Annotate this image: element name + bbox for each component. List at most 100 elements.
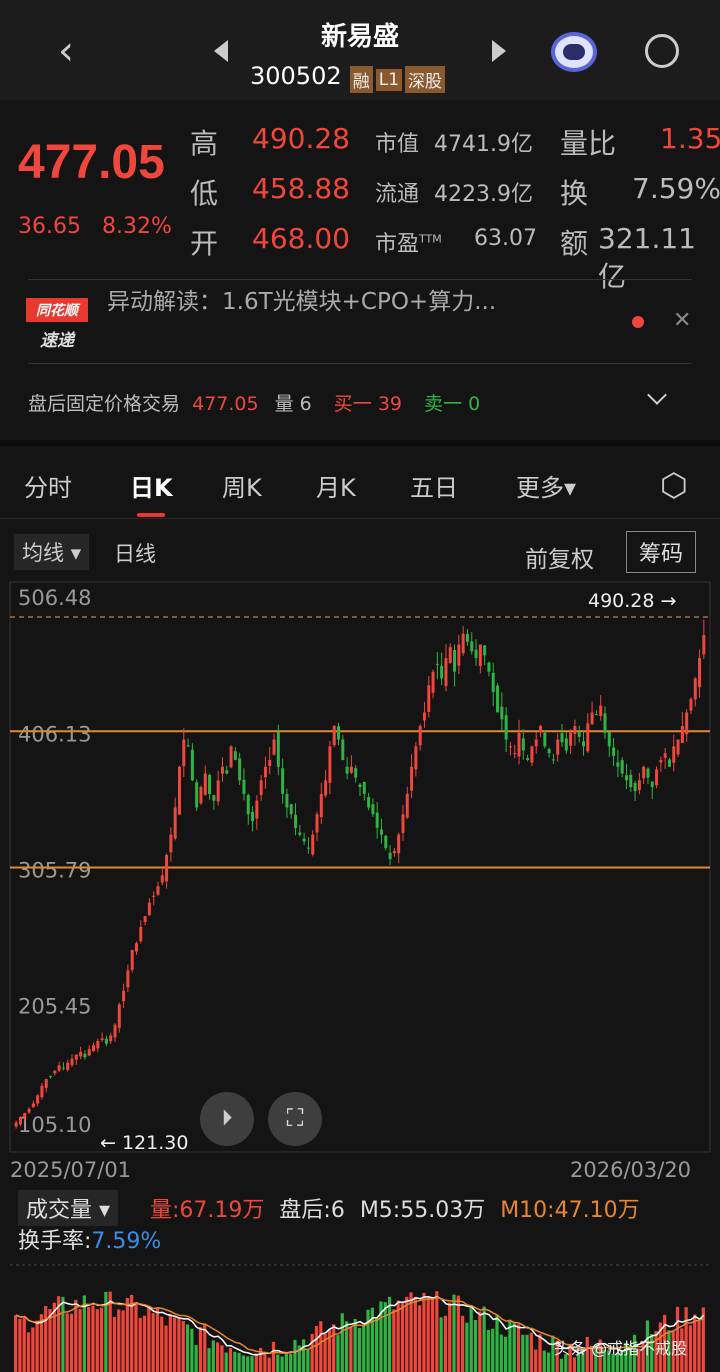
candle-body (474, 649, 478, 659)
adjust-button[interactable]: 前复权 (525, 547, 594, 573)
high-value: 490.28 (252, 122, 350, 155)
tab-five-day[interactable]: 五日 (410, 474, 458, 502)
chevron-down-icon[interactable] (647, 385, 667, 405)
volume-bar (693, 1314, 697, 1372)
volume-bar (418, 1305, 422, 1372)
candle-body (173, 807, 177, 839)
period-label[interactable]: 日线 (114, 542, 156, 566)
volume-bar (559, 1358, 564, 1372)
volume-bar (211, 1340, 215, 1372)
next-stock-icon[interactable] (492, 40, 506, 62)
after-hours-row[interactable]: 盘后固定价格交易 477.05 量 6 买一 39 卖一 0 (28, 393, 481, 415)
volume-bar (254, 1353, 258, 1372)
chips-button[interactable]: 筹码 (626, 531, 697, 573)
volume-bar (289, 1354, 293, 1372)
candle-body (526, 758, 530, 760)
ma-dropdown[interactable]: 均线 ▾ (14, 534, 90, 570)
candle-body (177, 766, 181, 815)
volume-bar (409, 1292, 413, 1372)
volume-bar (611, 1353, 615, 1372)
candle-body (624, 775, 628, 781)
float-cap-label: 流通 (375, 182, 420, 207)
candle-body (504, 715, 508, 740)
volume-bar (56, 1296, 61, 1372)
volume-bar (276, 1354, 280, 1372)
candle-body (672, 746, 676, 763)
volume-bar (413, 1296, 417, 1372)
volume-bar (366, 1309, 370, 1372)
settings-hexagon-icon[interactable]: ⬡ (660, 466, 688, 504)
high-label: 高 (190, 127, 219, 160)
volume-bar (697, 1321, 701, 1372)
candle-body (263, 766, 267, 778)
volume-bar (336, 1335, 340, 1372)
candlestick-chart[interactable]: 506.48 406.13 305.79 205.45 105.10 490.28 → ← … (0, 580, 720, 1155)
volume-bar (74, 1299, 78, 1372)
badge-margin: 融 (349, 66, 373, 93)
robot-assistant-icon[interactable] (551, 32, 597, 72)
candle-body (92, 1045, 96, 1052)
volume-bar (190, 1328, 194, 1372)
volume-bar (482, 1306, 486, 1372)
volume-bar (456, 1295, 460, 1372)
volume-chart[interactable] (0, 1250, 720, 1372)
volume-bar (680, 1328, 684, 1372)
candle-body (311, 834, 315, 855)
volume-bar (323, 1333, 327, 1372)
candle-body (74, 1054, 78, 1060)
candle-body (616, 762, 620, 767)
candle-body (212, 795, 216, 801)
tab-more[interactable]: 更多▾ (516, 474, 577, 502)
price-change: 36.65 (18, 214, 81, 239)
header-bar: ‹ 新易盛 300502 融 L1 深股 (0, 0, 720, 100)
candle-body (612, 747, 616, 756)
candle-body (379, 829, 383, 835)
volume-bar (422, 1292, 426, 1372)
mktcap-label: 市值 (375, 132, 420, 157)
volume-bar (306, 1349, 310, 1372)
volume-bar (250, 1356, 254, 1372)
volume-bar (82, 1295, 86, 1372)
volume-bar (478, 1311, 482, 1372)
candle-body (388, 852, 392, 860)
candle-body (367, 797, 371, 808)
candle-body (478, 644, 482, 666)
tab-daily-k[interactable]: 日K (130, 474, 173, 502)
amount-value: 321.11亿 (598, 222, 696, 293)
fullscreen-button[interactable]: ⛶ (268, 1092, 322, 1146)
volume-bar (194, 1345, 198, 1372)
back-icon[interactable]: ‹ (58, 28, 74, 74)
candle-body (117, 1004, 121, 1028)
tab-weekly-k[interactable]: 周K (222, 474, 262, 502)
candle-body (147, 902, 151, 916)
candle-body (410, 766, 414, 791)
candle-body (539, 726, 543, 733)
volume-indicator-dropdown[interactable]: 成交量 ▾ (18, 1190, 119, 1226)
candle-body (229, 746, 233, 768)
volume-bar (78, 1309, 82, 1372)
active-tab-indicator (137, 513, 165, 517)
volume-bar (620, 1349, 624, 1372)
amount-label: 额 (560, 227, 589, 260)
volume-bar (267, 1357, 271, 1372)
candle-body (169, 834, 173, 853)
prev-stock-icon[interactable] (214, 40, 228, 62)
tab-intraday[interactable]: 分时 (24, 474, 72, 502)
close-icon[interactable]: ✕ (673, 308, 692, 333)
search-icon[interactable] (645, 34, 679, 68)
candle-body (268, 759, 272, 767)
candle-body (31, 1103, 35, 1108)
volume-bar (31, 1327, 35, 1372)
volume-bar (22, 1316, 26, 1372)
volume-bar (151, 1313, 155, 1372)
volume-bar (435, 1291, 439, 1372)
volume-bar (430, 1297, 435, 1372)
candle-body (302, 838, 306, 842)
tab-monthly-k[interactable]: 月K (316, 474, 356, 502)
candle-body (551, 759, 555, 761)
news-text[interactable]: 异动解读：1.6T光模块+CPO+算力... (107, 289, 497, 315)
volume-bar (491, 1328, 495, 1372)
replay-button[interactable]: ⏵ (200, 1092, 254, 1146)
candle-body (337, 726, 341, 740)
volume-bar (594, 1346, 598, 1372)
